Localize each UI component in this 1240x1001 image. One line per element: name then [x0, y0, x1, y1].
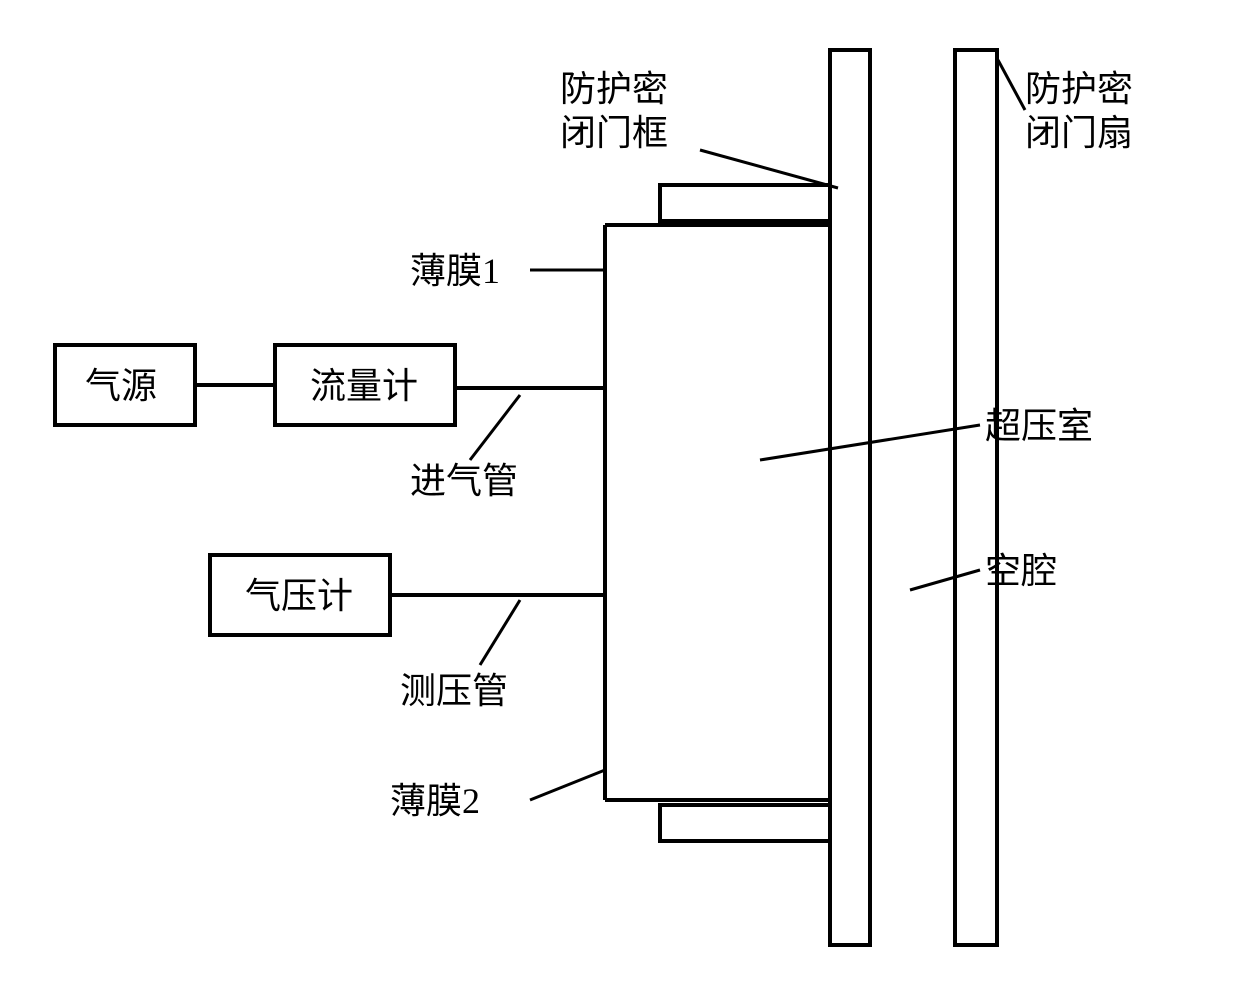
door-frame-label-line1: 防护密: [560, 68, 668, 111]
diagram-canvas: 防护密 闭门框 防护密 闭门扇 薄膜1 气源 流量计 超压室 进气管 空腔 气压…: [0, 0, 1240, 1001]
gas-source-label: 气源: [85, 365, 157, 408]
door-frame-label-line2: 闭门框: [560, 112, 668, 155]
barometer-label: 气压计: [245, 575, 353, 618]
leader-pressure-tube: [480, 600, 520, 665]
leader-door-leaf: [998, 60, 1025, 110]
inlet-tube-label: 进气管: [410, 460, 518, 503]
door-leaf-label-line1: 防护密: [1025, 68, 1133, 111]
membrane1-label: 薄膜1: [410, 250, 500, 293]
leader-inlet-tube: [470, 395, 520, 460]
membrane2-label: 薄膜2: [390, 780, 480, 823]
leader-membrane2: [530, 770, 605, 800]
door-leaf: [955, 50, 997, 945]
flow-meter-label: 流量计: [310, 365, 418, 408]
bottom-flange: [660, 805, 830, 841]
leader-door-frame: [700, 150, 838, 188]
door-frame: [830, 50, 870, 945]
cavity-label: 空腔: [985, 550, 1057, 593]
top-flange: [660, 185, 830, 221]
pressure-tube-label: 测压管: [400, 670, 508, 713]
overpressure-chamber-label: 超压室: [985, 405, 1093, 448]
door-leaf-label-line2: 闭门扇: [1025, 112, 1133, 155]
